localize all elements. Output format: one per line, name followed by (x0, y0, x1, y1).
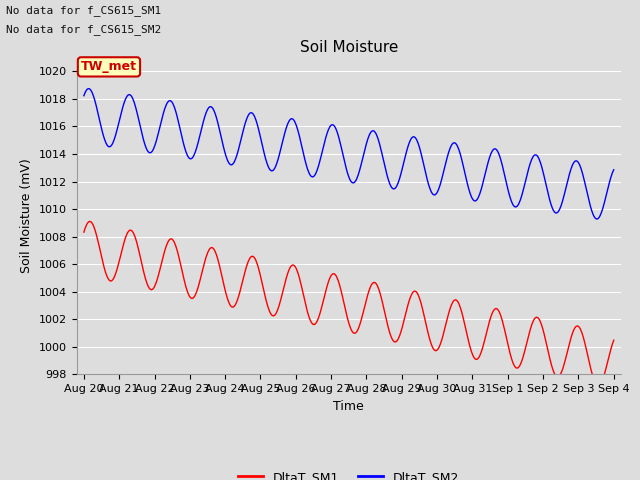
Text: TW_met: TW_met (81, 60, 137, 73)
Title: Soil Moisture: Soil Moisture (300, 40, 398, 55)
Y-axis label: Soil Moisture (mV): Soil Moisture (mV) (20, 158, 33, 274)
Text: No data for f_CS615_SM1: No data for f_CS615_SM1 (6, 5, 162, 16)
X-axis label: Time: Time (333, 400, 364, 413)
Legend: DltaT_SM1, DltaT_SM2: DltaT_SM1, DltaT_SM2 (233, 466, 465, 480)
Text: No data for f_CS615_SM2: No data for f_CS615_SM2 (6, 24, 162, 35)
